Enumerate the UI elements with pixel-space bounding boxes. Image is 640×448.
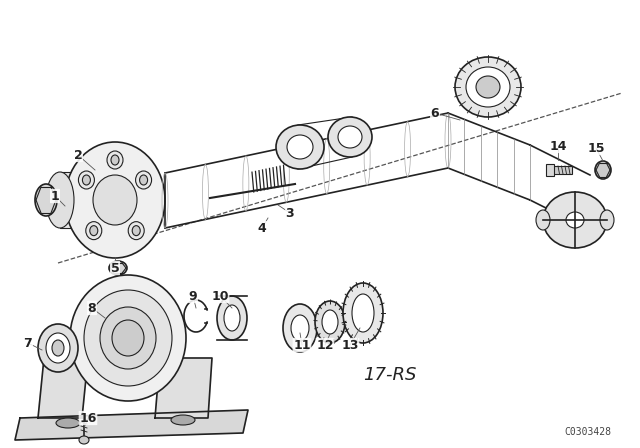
Text: 7: 7	[24, 336, 33, 349]
Ellipse shape	[90, 226, 98, 236]
Ellipse shape	[543, 192, 607, 248]
Ellipse shape	[287, 135, 313, 159]
Text: 2: 2	[74, 148, 83, 161]
Ellipse shape	[79, 171, 95, 189]
Ellipse shape	[70, 275, 186, 401]
Ellipse shape	[595, 161, 611, 179]
Polygon shape	[15, 410, 248, 440]
Text: 16: 16	[79, 412, 97, 425]
Ellipse shape	[112, 320, 144, 356]
Ellipse shape	[100, 307, 156, 369]
Ellipse shape	[455, 57, 521, 117]
Bar	[546, 164, 554, 176]
Ellipse shape	[107, 151, 123, 169]
Ellipse shape	[35, 184, 57, 216]
Text: 15: 15	[588, 142, 605, 155]
Bar	[60, 172, 115, 228]
Text: 8: 8	[88, 302, 96, 314]
Ellipse shape	[140, 175, 148, 185]
Ellipse shape	[132, 226, 140, 236]
Text: 6: 6	[431, 107, 439, 120]
Ellipse shape	[315, 301, 345, 343]
Polygon shape	[38, 358, 88, 418]
Ellipse shape	[109, 261, 127, 275]
Text: 13: 13	[341, 339, 358, 352]
Text: 4: 4	[258, 221, 266, 234]
Ellipse shape	[291, 315, 309, 341]
Text: 10: 10	[211, 289, 228, 302]
Ellipse shape	[136, 171, 152, 189]
Text: C0303428: C0303428	[564, 427, 611, 437]
Ellipse shape	[338, 126, 362, 148]
Text: 11: 11	[293, 339, 311, 352]
Ellipse shape	[128, 222, 144, 240]
Ellipse shape	[56, 418, 80, 428]
Ellipse shape	[93, 175, 137, 225]
Text: 3: 3	[285, 207, 294, 220]
Ellipse shape	[83, 175, 90, 185]
Text: 9: 9	[189, 289, 197, 302]
Ellipse shape	[84, 290, 172, 386]
Text: 5: 5	[111, 262, 120, 275]
Ellipse shape	[79, 436, 89, 444]
Ellipse shape	[476, 76, 500, 98]
Ellipse shape	[283, 304, 317, 352]
Polygon shape	[155, 358, 212, 418]
Ellipse shape	[46, 172, 74, 228]
Ellipse shape	[224, 305, 240, 331]
Bar	[550, 166, 572, 174]
Text: 17-RS: 17-RS	[364, 366, 417, 384]
Ellipse shape	[536, 210, 550, 230]
Ellipse shape	[86, 222, 102, 240]
Ellipse shape	[171, 415, 195, 425]
Text: 1: 1	[51, 190, 60, 202]
Ellipse shape	[566, 212, 584, 228]
Ellipse shape	[65, 142, 165, 258]
Ellipse shape	[52, 340, 64, 356]
Ellipse shape	[343, 283, 383, 343]
Ellipse shape	[217, 296, 247, 340]
Ellipse shape	[466, 67, 510, 107]
Ellipse shape	[600, 210, 614, 230]
Ellipse shape	[322, 310, 338, 334]
Ellipse shape	[352, 294, 374, 332]
Ellipse shape	[111, 155, 119, 165]
Text: 12: 12	[316, 339, 333, 352]
Ellipse shape	[328, 117, 372, 157]
Ellipse shape	[38, 324, 78, 372]
Ellipse shape	[276, 125, 324, 169]
Text: 14: 14	[549, 139, 567, 152]
Ellipse shape	[46, 333, 70, 363]
